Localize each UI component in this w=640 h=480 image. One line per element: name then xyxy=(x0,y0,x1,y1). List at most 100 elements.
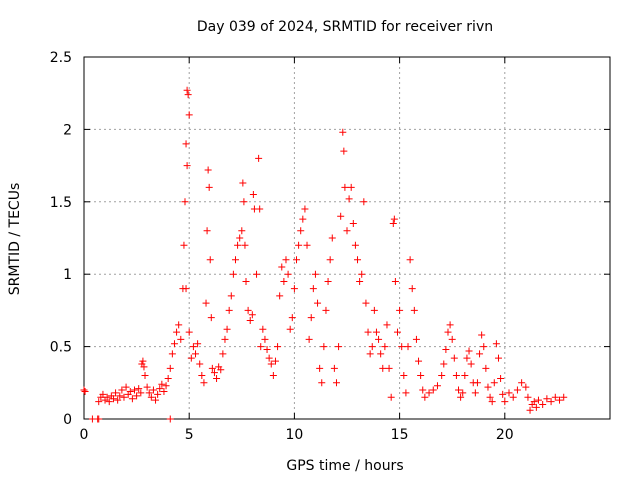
data-point xyxy=(166,364,174,372)
data-point xyxy=(349,220,357,228)
data-point xyxy=(364,328,372,336)
data-point xyxy=(135,385,143,393)
x-tick-label: 0 xyxy=(80,427,89,443)
data-point xyxy=(400,372,408,380)
data-point xyxy=(419,386,427,394)
data-point xyxy=(242,277,250,285)
data-point xyxy=(328,234,336,242)
x-tick-label: 10 xyxy=(285,427,303,443)
y-tick-label: 0.5 xyxy=(50,340,72,356)
data-point xyxy=(286,325,294,333)
data-point xyxy=(185,111,193,119)
data-point xyxy=(375,335,383,343)
data-point xyxy=(184,91,192,99)
data-point xyxy=(141,372,149,380)
data-point xyxy=(152,396,160,404)
data-point xyxy=(314,299,322,307)
data-point xyxy=(229,270,237,278)
data-point xyxy=(137,389,145,397)
data-point xyxy=(438,372,446,380)
data-point xyxy=(499,390,507,398)
data-point xyxy=(180,241,188,249)
data-point xyxy=(103,393,111,401)
data-point xyxy=(162,382,170,390)
data-point xyxy=(265,354,273,362)
data-point xyxy=(452,372,460,380)
data-point xyxy=(547,398,555,406)
data-point xyxy=(182,140,190,148)
data-point xyxy=(244,306,252,314)
data-point xyxy=(246,317,254,325)
chart-title: Day 039 of 2024, SRMTID for receiver riv… xyxy=(197,19,493,35)
data-point xyxy=(484,383,492,391)
data-point xyxy=(299,215,307,223)
data-point xyxy=(203,227,211,235)
data-point xyxy=(238,227,246,235)
data-point xyxy=(551,393,559,401)
data-point xyxy=(297,227,305,235)
data-point xyxy=(488,398,496,406)
data-point xyxy=(501,398,509,406)
data-point xyxy=(320,343,328,351)
data-point xyxy=(173,328,181,336)
data-point xyxy=(80,386,88,394)
data-point xyxy=(393,328,401,336)
grid xyxy=(84,57,610,419)
data-point xyxy=(183,162,191,170)
data-point xyxy=(181,198,189,206)
data-point xyxy=(202,299,210,307)
data-point xyxy=(301,205,309,213)
data-point xyxy=(95,398,103,406)
data-point xyxy=(208,364,216,372)
data-point xyxy=(543,395,551,403)
data-point xyxy=(219,350,227,358)
data-point xyxy=(278,263,286,271)
data-point xyxy=(444,328,452,336)
data-point xyxy=(175,321,183,329)
data-point xyxy=(182,285,190,293)
data-point xyxy=(459,389,467,397)
y-tick-label: 2 xyxy=(63,122,72,138)
data-point xyxy=(318,379,326,387)
data-point xyxy=(513,386,521,394)
data-point xyxy=(166,415,174,423)
data-point xyxy=(383,321,391,329)
data-point xyxy=(404,343,412,351)
data-point xyxy=(490,379,498,387)
data-point xyxy=(442,345,450,353)
data-point xyxy=(518,379,526,387)
data-point xyxy=(213,374,221,382)
data-point xyxy=(217,366,225,374)
axis-ticks xyxy=(83,56,610,420)
data-point xyxy=(255,154,263,162)
data-point xyxy=(293,256,301,264)
data-point xyxy=(158,380,166,388)
data-point xyxy=(471,389,479,397)
data-point xyxy=(366,350,374,358)
data-point xyxy=(385,364,393,372)
data-point xyxy=(221,335,229,343)
data-point xyxy=(476,350,484,358)
data-point xyxy=(421,393,429,401)
data-point xyxy=(284,270,292,278)
data-point xyxy=(168,350,176,358)
data-point xyxy=(316,364,324,372)
data-point xyxy=(288,314,296,322)
data-point xyxy=(440,360,448,368)
data-point xyxy=(406,256,414,264)
data-point xyxy=(354,256,362,264)
data-point xyxy=(425,389,433,397)
data-point xyxy=(249,191,257,199)
data-point xyxy=(198,372,206,380)
data-point xyxy=(408,285,416,293)
data-point xyxy=(402,389,410,397)
data-point xyxy=(248,311,256,319)
x-tick-label: 5 xyxy=(185,427,194,443)
data-point xyxy=(372,328,380,336)
data-point xyxy=(412,335,420,343)
data-point xyxy=(358,270,366,278)
data-point xyxy=(467,360,475,368)
data-point xyxy=(185,328,193,336)
data-point xyxy=(324,277,332,285)
